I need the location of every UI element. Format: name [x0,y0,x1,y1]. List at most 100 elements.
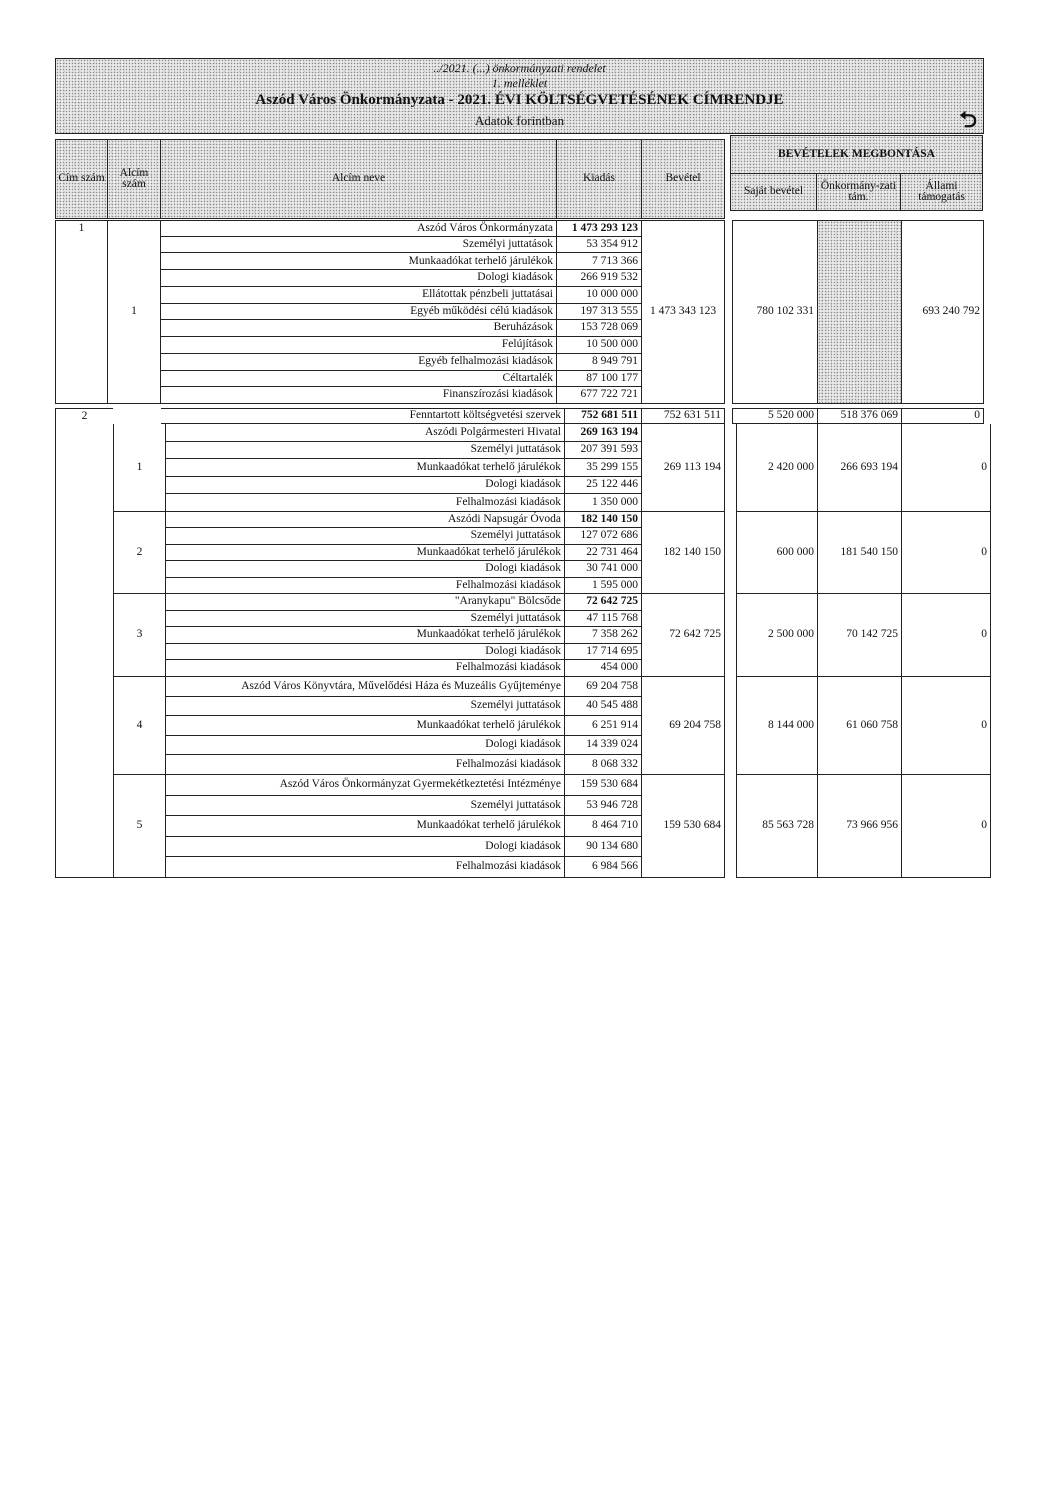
col-header-alcim: Alcím szám [108,140,161,218]
group-sajat: 8 144 000 [736,677,818,775]
item-kiadas: 266 919 532 [557,270,642,287]
item-kiadas: 53 946 728 [565,795,642,817]
group-kiadas: 159 530 684 [565,775,642,796]
col-header-group-label: BEVÉTELEK MEGBONTÁSA [778,147,935,160]
group-bevetel: 182 140 150 [642,512,725,594]
col-header-cim: Cím szám [56,140,108,218]
item-kiadas: 87 100 177 [557,370,642,388]
group-sajat: 600 000 [736,512,818,594]
item-kiadas: 10 500 000 [557,337,642,354]
item-name: Felhalmozási kiadások [166,577,565,594]
item-name: Személyi juttatások [166,795,565,817]
group-sajat: 780 102 331 [732,220,818,404]
item-kiadas: 127 072 686 [565,528,642,545]
item-name: Dologi kiadások [166,561,565,578]
item-name: Felhalmozási kiadások [166,755,565,775]
section-sajat: 5 520 000 [732,408,818,424]
item-kiadas: 1 595 000 [565,577,642,594]
item-kiadas: 17 714 695 [565,643,642,661]
item-name: Céltartalék [161,370,557,388]
item-name: Ellátottak pénzbeli juttatásai [161,286,557,304]
item-name: Egyéb felhalmozási kiadások [161,353,557,371]
group-allami: 693 240 792 [902,220,984,404]
item-name: Dologi kiadások [166,836,565,858]
col-header-onkorm: Önkormány-zati tám. [817,174,901,210]
alcim-number: 1 [107,220,161,404]
return-arrow-icon[interactable]: ⮌ [959,107,977,132]
item-kiadas: 10 000 000 [557,286,642,304]
group-allami: 0 [902,677,991,775]
item-name: Felhalmozási kiadások [166,660,565,677]
group-bevetel: 159 530 684 [642,775,725,878]
item-name: Személyi juttatások [161,236,557,254]
item-kiadas: 30 741 000 [565,561,642,578]
group-bevetel: 1 473 343 123 [642,220,725,404]
section-onkorm: 518 376 069 [818,408,902,424]
group-onkorm: 181 540 150 [818,512,902,594]
col-header-alcim-label: Alcím szám [119,166,149,190]
item-name: Személyi juttatások [166,441,565,460]
item-kiadas: 47 115 768 [565,610,642,628]
item-kiadas: 153 728 069 [557,320,642,338]
col-header-kiadas-label: Kiadás [583,172,615,185]
item-name: Személyi juttatások [166,528,565,545]
item-name: Felújítások [161,337,557,354]
item-name: Dologi kiadások [166,476,565,495]
cim-cell [55,408,113,878]
item-kiadas: 677 722 721 [557,387,642,404]
col-header-sajat-label: Saját bevétel [743,185,804,198]
item-name: Személyi juttatások [166,696,565,717]
item-name: Felhalmozási kiadások [166,494,565,512]
item-name: Beruházások [161,320,557,338]
item-name: Személyi juttatások [166,610,565,628]
item-name: Munkaadókat terhelő járulékok [166,716,565,736]
group-onkorm-hatched [818,220,902,404]
item-kiadas: 25 122 446 [565,476,642,495]
page-title: Aszód Város Önkormányzata - 2021. ÉVI KÖ… [255,92,784,108]
col-header-alcim-neve-label: Alcím neve [331,172,386,185]
item-kiadas: 6 984 566 [565,857,642,878]
group-sajat: 2 420 000 [736,424,818,512]
item-kiadas: 7 713 366 [557,253,642,271]
group-kiadas: 69 204 758 [565,677,642,697]
col-header-onkorm-label: Önkormány-zati tám. [820,179,897,203]
item-name: Dologi kiadások [161,270,557,287]
group-name: Aszód Város Önkormányzat Gyermekétkeztet… [166,775,565,796]
item-name: Munkaadókat terhelő járulékok [166,627,565,644]
col-header-allami: Állami támogatás [901,174,982,210]
group-name: "Aranykapu" Bölcsőde [166,594,565,611]
group-kiadas: 1 473 293 123 [557,220,642,237]
item-kiadas: 90 134 680 [565,836,642,858]
item-kiadas: 454 000 [565,660,642,677]
item-name: Munkaadókat terhelő járulékok [166,544,565,562]
item-kiadas: 8 949 791 [557,353,642,371]
item-kiadas: 197 313 555 [557,303,642,321]
group-kiadas: 182 140 150 [565,512,642,529]
group-bevetel: 69 204 758 [642,677,725,775]
section-allami: 0 [902,408,984,424]
item-name: Felhalmozási kiadások [166,857,565,878]
group-sajat: 85 563 728 [736,775,818,878]
item-name: Munkaadókat terhelő járulékok [166,816,565,837]
group-onkorm: 266 693 194 [818,424,902,512]
group-name: Aszód Város Könyvtára, Művelődési Háza é… [166,677,565,697]
col-header-bevetel: Bevétel [642,140,724,218]
group-onkorm: 61 060 758 [818,677,902,775]
item-kiadas: 53 354 912 [557,236,642,254]
section-bevetel: 752 631 511 [642,408,725,424]
group-kiadas: 269 163 194 [565,424,642,442]
item-kiadas: 1 350 000 [565,494,642,512]
col-header-alcim-neve: Alcím neve [161,140,557,218]
alcim-number: 1 [113,424,166,512]
item-kiadas: 14 339 024 [565,735,642,756]
col-header-sajat: Saját bevétel [731,174,817,210]
item-name: Munkaadókat terhelő járulékok [166,459,565,477]
group-bevetel: 72 642 725 [642,594,725,677]
item-kiadas: 35 299 155 [565,459,642,477]
item-name: Munkaadókat terhelő járulékok [161,253,557,271]
col-header-kiadas: Kiadás [557,140,642,218]
group-name: Aszód Város Önkormányzata [161,220,557,237]
group-sajat: 2 500 000 [736,594,818,677]
group-kiadas: 72 642 725 [565,594,642,611]
group-allami: 0 [902,424,991,512]
